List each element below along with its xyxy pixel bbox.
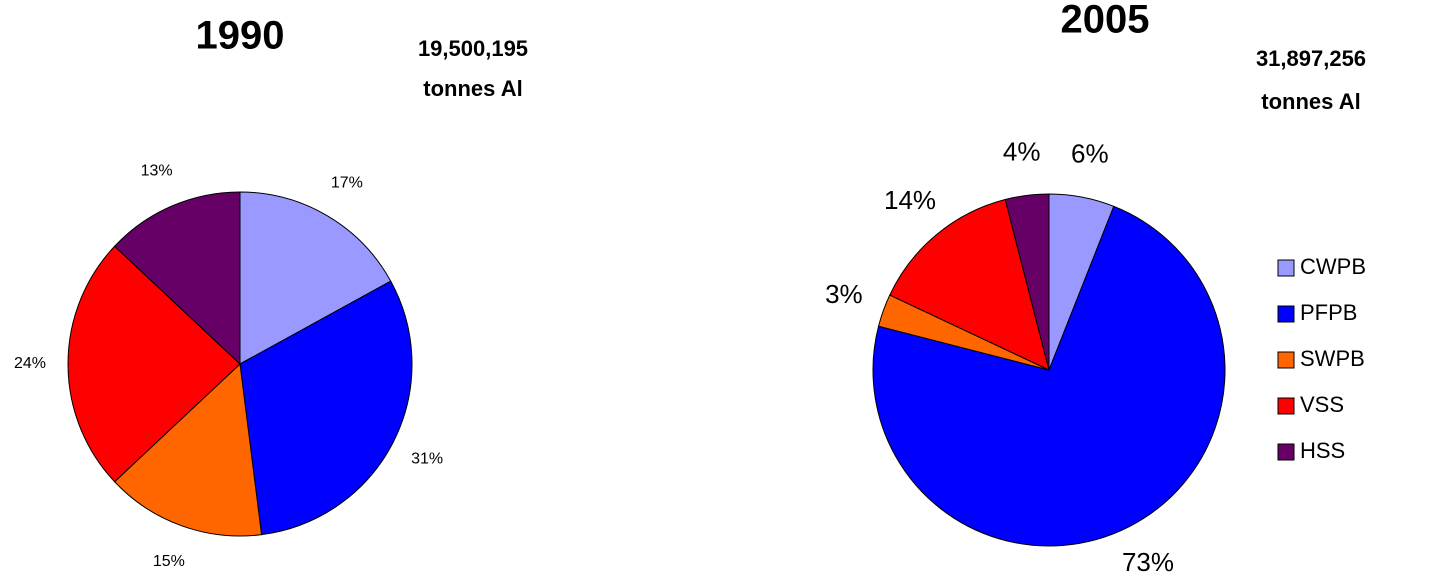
slice-label: 6% <box>1071 139 1109 169</box>
legend-label: PFPB <box>1300 300 1357 325</box>
chart-title: 1990 <box>196 14 285 58</box>
slice-label: 4% <box>1003 137 1041 167</box>
annotation: tonnes Al <box>1261 89 1360 114</box>
legend-swatch <box>1277 443 1295 461</box>
legend-label: CWPB <box>1300 254 1366 279</box>
slice-label: 24% <box>14 355 46 372</box>
legend-label: HSS <box>1300 438 1345 463</box>
pie-slice <box>67 245 241 483</box>
slice-label: 31% <box>411 451 443 468</box>
pie-slice <box>113 191 241 366</box>
slice-label: 13% <box>141 162 173 179</box>
legend-swatch <box>1277 305 1295 323</box>
slice-label: 3% <box>825 279 863 309</box>
legend-swatch <box>1277 351 1295 369</box>
slice-label: 14% <box>884 185 936 215</box>
pie-slice <box>872 205 1226 547</box>
annotation: tonnes Al <box>423 76 522 101</box>
slice-label: 73% <box>1122 547 1174 576</box>
chart-title: 2005 <box>1061 0 1150 42</box>
slice-label: 15% <box>153 553 185 570</box>
legend-label: SWPB <box>1300 346 1365 371</box>
pie-slice <box>1004 193 1050 371</box>
annotation: 19,500,195 <box>418 36 528 61</box>
pie-slice <box>113 362 263 537</box>
slice-label: 17% <box>331 174 363 191</box>
annotation: 31,897,256 <box>1256 46 1366 71</box>
legend-swatch <box>1277 397 1295 415</box>
pie-slice <box>239 280 413 536</box>
pie-slice <box>889 198 1050 371</box>
legend-swatch <box>1277 259 1295 277</box>
legend-label: VSS <box>1300 392 1344 417</box>
pie-slice <box>239 191 392 365</box>
